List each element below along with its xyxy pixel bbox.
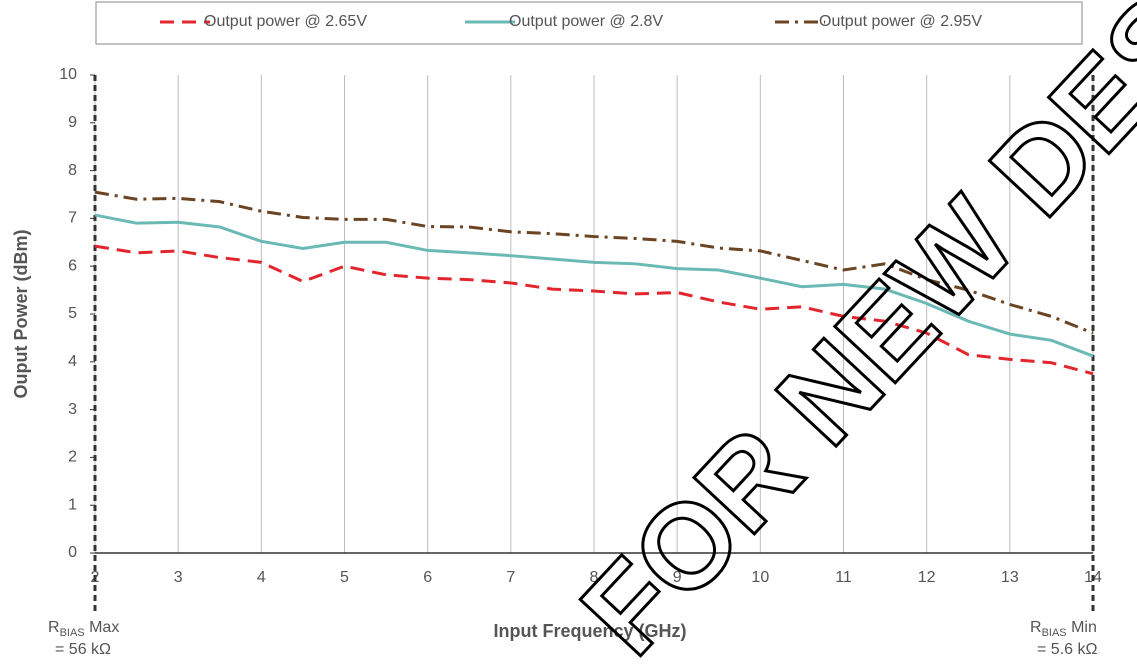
- x-tick-label: 3: [174, 569, 183, 586]
- x-tick-label: 12: [918, 569, 936, 586]
- annotation-line2: = 56 kΩ: [55, 641, 111, 658]
- legend-entry: Output power @ 2.95V: [775, 13, 982, 30]
- series-line: [94, 213, 1094, 358]
- x-axis-title: Input Frequency (GHz): [494, 621, 687, 641]
- series-line: [94, 190, 1094, 335]
- y-tick-label: 6: [68, 257, 77, 274]
- x-tick-label: 6: [423, 569, 432, 586]
- y-tick-label: 10: [59, 66, 77, 83]
- y-tick-label: 4: [68, 353, 77, 370]
- watermark: FOR NEW DESIGNS: [556, 0, 1137, 664]
- x-tick-label: 4: [257, 569, 266, 586]
- annotation: RBIAS Max: [48, 619, 119, 639]
- annotation-main: R: [1030, 619, 1042, 636]
- y-axis-title: Ouput Power (dBm): [11, 230, 31, 399]
- x-tick-label: 13: [1001, 569, 1019, 586]
- y-tick-label: 0: [68, 544, 77, 561]
- annotation-main: R: [48, 619, 60, 636]
- y-tick-label: 2: [68, 449, 77, 466]
- x-tick-label: 8: [590, 569, 599, 586]
- x-tick-label: 11: [835, 569, 852, 586]
- legend-entry: Output power @ 2.8V: [465, 13, 663, 30]
- x-tick-label: 7: [506, 569, 515, 586]
- legend-label: Output power @ 2.95V: [819, 13, 982, 30]
- legend-box: [95, 1, 1083, 45]
- annotation-sub: BIAS: [60, 627, 85, 639]
- y-tick-label: 5: [68, 305, 77, 322]
- y-tick-label: 9: [68, 114, 77, 131]
- x-tick-label: 9: [673, 569, 682, 586]
- annotation-rest: Max: [85, 619, 120, 636]
- x-tick-label: 10: [751, 569, 769, 586]
- legend-label: Output power @ 2.65V: [204, 13, 367, 30]
- x-tick-label: 5: [340, 569, 349, 586]
- legend-label: Output power @ 2.8V: [509, 13, 663, 30]
- y-tick-label: 3: [68, 401, 77, 418]
- annotation-line2: = 5.6 kΩ: [1037, 641, 1097, 658]
- legend-entry: Output power @ 2.65V: [160, 13, 367, 30]
- annotation: RBIAS Min: [1030, 619, 1097, 639]
- annotation-rest: Min: [1067, 619, 1097, 636]
- y-tick-label: 7: [68, 210, 77, 227]
- annotation-sub: BIAS: [1042, 627, 1067, 639]
- series-line: [94, 244, 1094, 376]
- y-tick-label: 1: [68, 496, 77, 513]
- y-tick-label: 8: [68, 162, 77, 179]
